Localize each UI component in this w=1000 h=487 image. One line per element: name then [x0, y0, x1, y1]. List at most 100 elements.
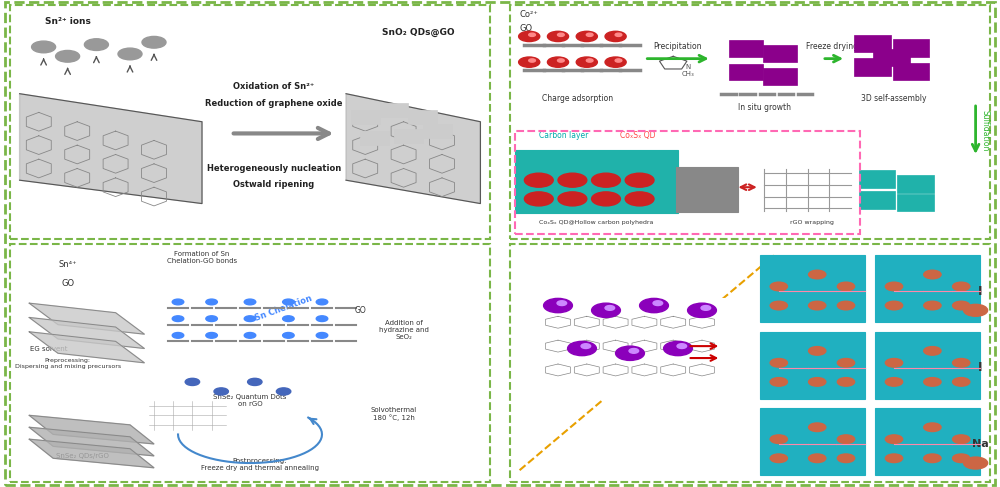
- Text: Carbon layer: Carbon layer: [539, 131, 588, 140]
- Circle shape: [885, 454, 903, 463]
- Text: 3D self-assembly: 3D self-assembly: [861, 94, 927, 103]
- Circle shape: [529, 33, 535, 37]
- Circle shape: [924, 347, 941, 355]
- Text: Preprocessing:
Dispersing and mixing precursors: Preprocessing: Dispersing and mixing pre…: [15, 358, 121, 369]
- Text: SnSe₂ QDs/rGO: SnSe₂ QDs/rGO: [56, 453, 108, 459]
- Circle shape: [581, 344, 591, 349]
- Circle shape: [953, 454, 970, 463]
- Circle shape: [809, 454, 826, 463]
- FancyBboxPatch shape: [515, 150, 678, 213]
- Circle shape: [964, 457, 988, 469]
- FancyBboxPatch shape: [729, 64, 763, 80]
- Circle shape: [809, 270, 826, 279]
- FancyBboxPatch shape: [763, 69, 797, 85]
- Circle shape: [576, 31, 597, 41]
- Text: In situ growth: In situ growth: [738, 103, 791, 112]
- Circle shape: [616, 346, 644, 360]
- Circle shape: [885, 377, 903, 386]
- Text: EG solvent: EG solvent: [30, 346, 67, 352]
- Circle shape: [924, 454, 941, 463]
- Circle shape: [244, 333, 256, 338]
- Circle shape: [837, 301, 855, 310]
- FancyBboxPatch shape: [10, 244, 490, 482]
- Polygon shape: [29, 439, 154, 468]
- Circle shape: [576, 57, 597, 67]
- Text: Sulfidation: Sulfidation: [981, 111, 990, 152]
- Circle shape: [770, 377, 787, 386]
- Circle shape: [568, 341, 596, 356]
- FancyBboxPatch shape: [854, 35, 891, 52]
- Circle shape: [953, 301, 970, 310]
- Circle shape: [206, 316, 217, 321]
- FancyBboxPatch shape: [893, 63, 929, 80]
- FancyBboxPatch shape: [859, 170, 895, 188]
- Circle shape: [248, 378, 262, 386]
- Circle shape: [964, 304, 988, 316]
- Circle shape: [653, 301, 663, 305]
- Circle shape: [524, 192, 553, 206]
- Text: CoₓSₓ QD@Hollow carbon polyhedra: CoₓSₓ QD@Hollow carbon polyhedra: [539, 220, 654, 225]
- Circle shape: [924, 270, 941, 279]
- FancyBboxPatch shape: [10, 5, 490, 239]
- Text: Solvothermal
180 °C, 12h: Solvothermal 180 °C, 12h: [371, 407, 417, 421]
- Polygon shape: [29, 318, 144, 349]
- Circle shape: [172, 333, 184, 338]
- Polygon shape: [29, 332, 144, 363]
- Text: rGO wrapping: rGO wrapping: [790, 220, 834, 225]
- Circle shape: [629, 349, 639, 353]
- FancyBboxPatch shape: [676, 168, 738, 212]
- Circle shape: [244, 316, 256, 321]
- FancyBboxPatch shape: [854, 58, 891, 75]
- Circle shape: [185, 378, 200, 386]
- Circle shape: [677, 344, 687, 349]
- Circle shape: [586, 33, 593, 37]
- Circle shape: [519, 31, 540, 41]
- Ellipse shape: [144, 397, 231, 433]
- Circle shape: [244, 299, 256, 305]
- Circle shape: [688, 303, 716, 318]
- Text: Sn⁴⁺: Sn⁴⁺: [58, 261, 77, 269]
- Circle shape: [770, 454, 787, 463]
- Circle shape: [809, 377, 826, 386]
- Text: Freeze drying: Freeze drying: [806, 42, 858, 52]
- FancyBboxPatch shape: [360, 131, 389, 145]
- Circle shape: [809, 347, 826, 355]
- Circle shape: [837, 435, 855, 444]
- Circle shape: [924, 377, 941, 386]
- FancyBboxPatch shape: [875, 408, 980, 475]
- Polygon shape: [29, 415, 154, 444]
- Polygon shape: [20, 94, 202, 204]
- Circle shape: [809, 301, 826, 310]
- FancyBboxPatch shape: [873, 49, 910, 66]
- Circle shape: [316, 299, 328, 305]
- Text: CoₓSₓ QD: CoₓSₓ QD: [620, 131, 656, 140]
- Text: Sn Chelation: Sn Chelation: [254, 293, 313, 322]
- Circle shape: [558, 192, 587, 206]
- FancyBboxPatch shape: [760, 332, 865, 398]
- Circle shape: [172, 299, 184, 305]
- Circle shape: [837, 282, 855, 291]
- Circle shape: [837, 454, 855, 463]
- Circle shape: [605, 57, 626, 67]
- Circle shape: [592, 303, 620, 318]
- Circle shape: [544, 299, 572, 313]
- Circle shape: [924, 423, 941, 431]
- Circle shape: [283, 316, 294, 321]
- Circle shape: [558, 33, 564, 37]
- Circle shape: [885, 301, 903, 310]
- Circle shape: [885, 435, 903, 444]
- Circle shape: [625, 192, 654, 206]
- FancyBboxPatch shape: [763, 45, 797, 62]
- Circle shape: [605, 31, 626, 41]
- Circle shape: [885, 358, 903, 367]
- FancyBboxPatch shape: [760, 255, 865, 322]
- FancyBboxPatch shape: [534, 299, 736, 398]
- Circle shape: [625, 173, 654, 187]
- Text: Postprocessing:
Freeze dry and thermal annealing: Postprocessing: Freeze dry and thermal a…: [201, 458, 319, 471]
- Circle shape: [172, 316, 184, 321]
- Circle shape: [770, 301, 787, 310]
- FancyBboxPatch shape: [394, 129, 423, 143]
- Text: Co²⁺: Co²⁺: [520, 10, 538, 19]
- FancyBboxPatch shape: [510, 244, 990, 482]
- Text: I: I: [978, 285, 983, 298]
